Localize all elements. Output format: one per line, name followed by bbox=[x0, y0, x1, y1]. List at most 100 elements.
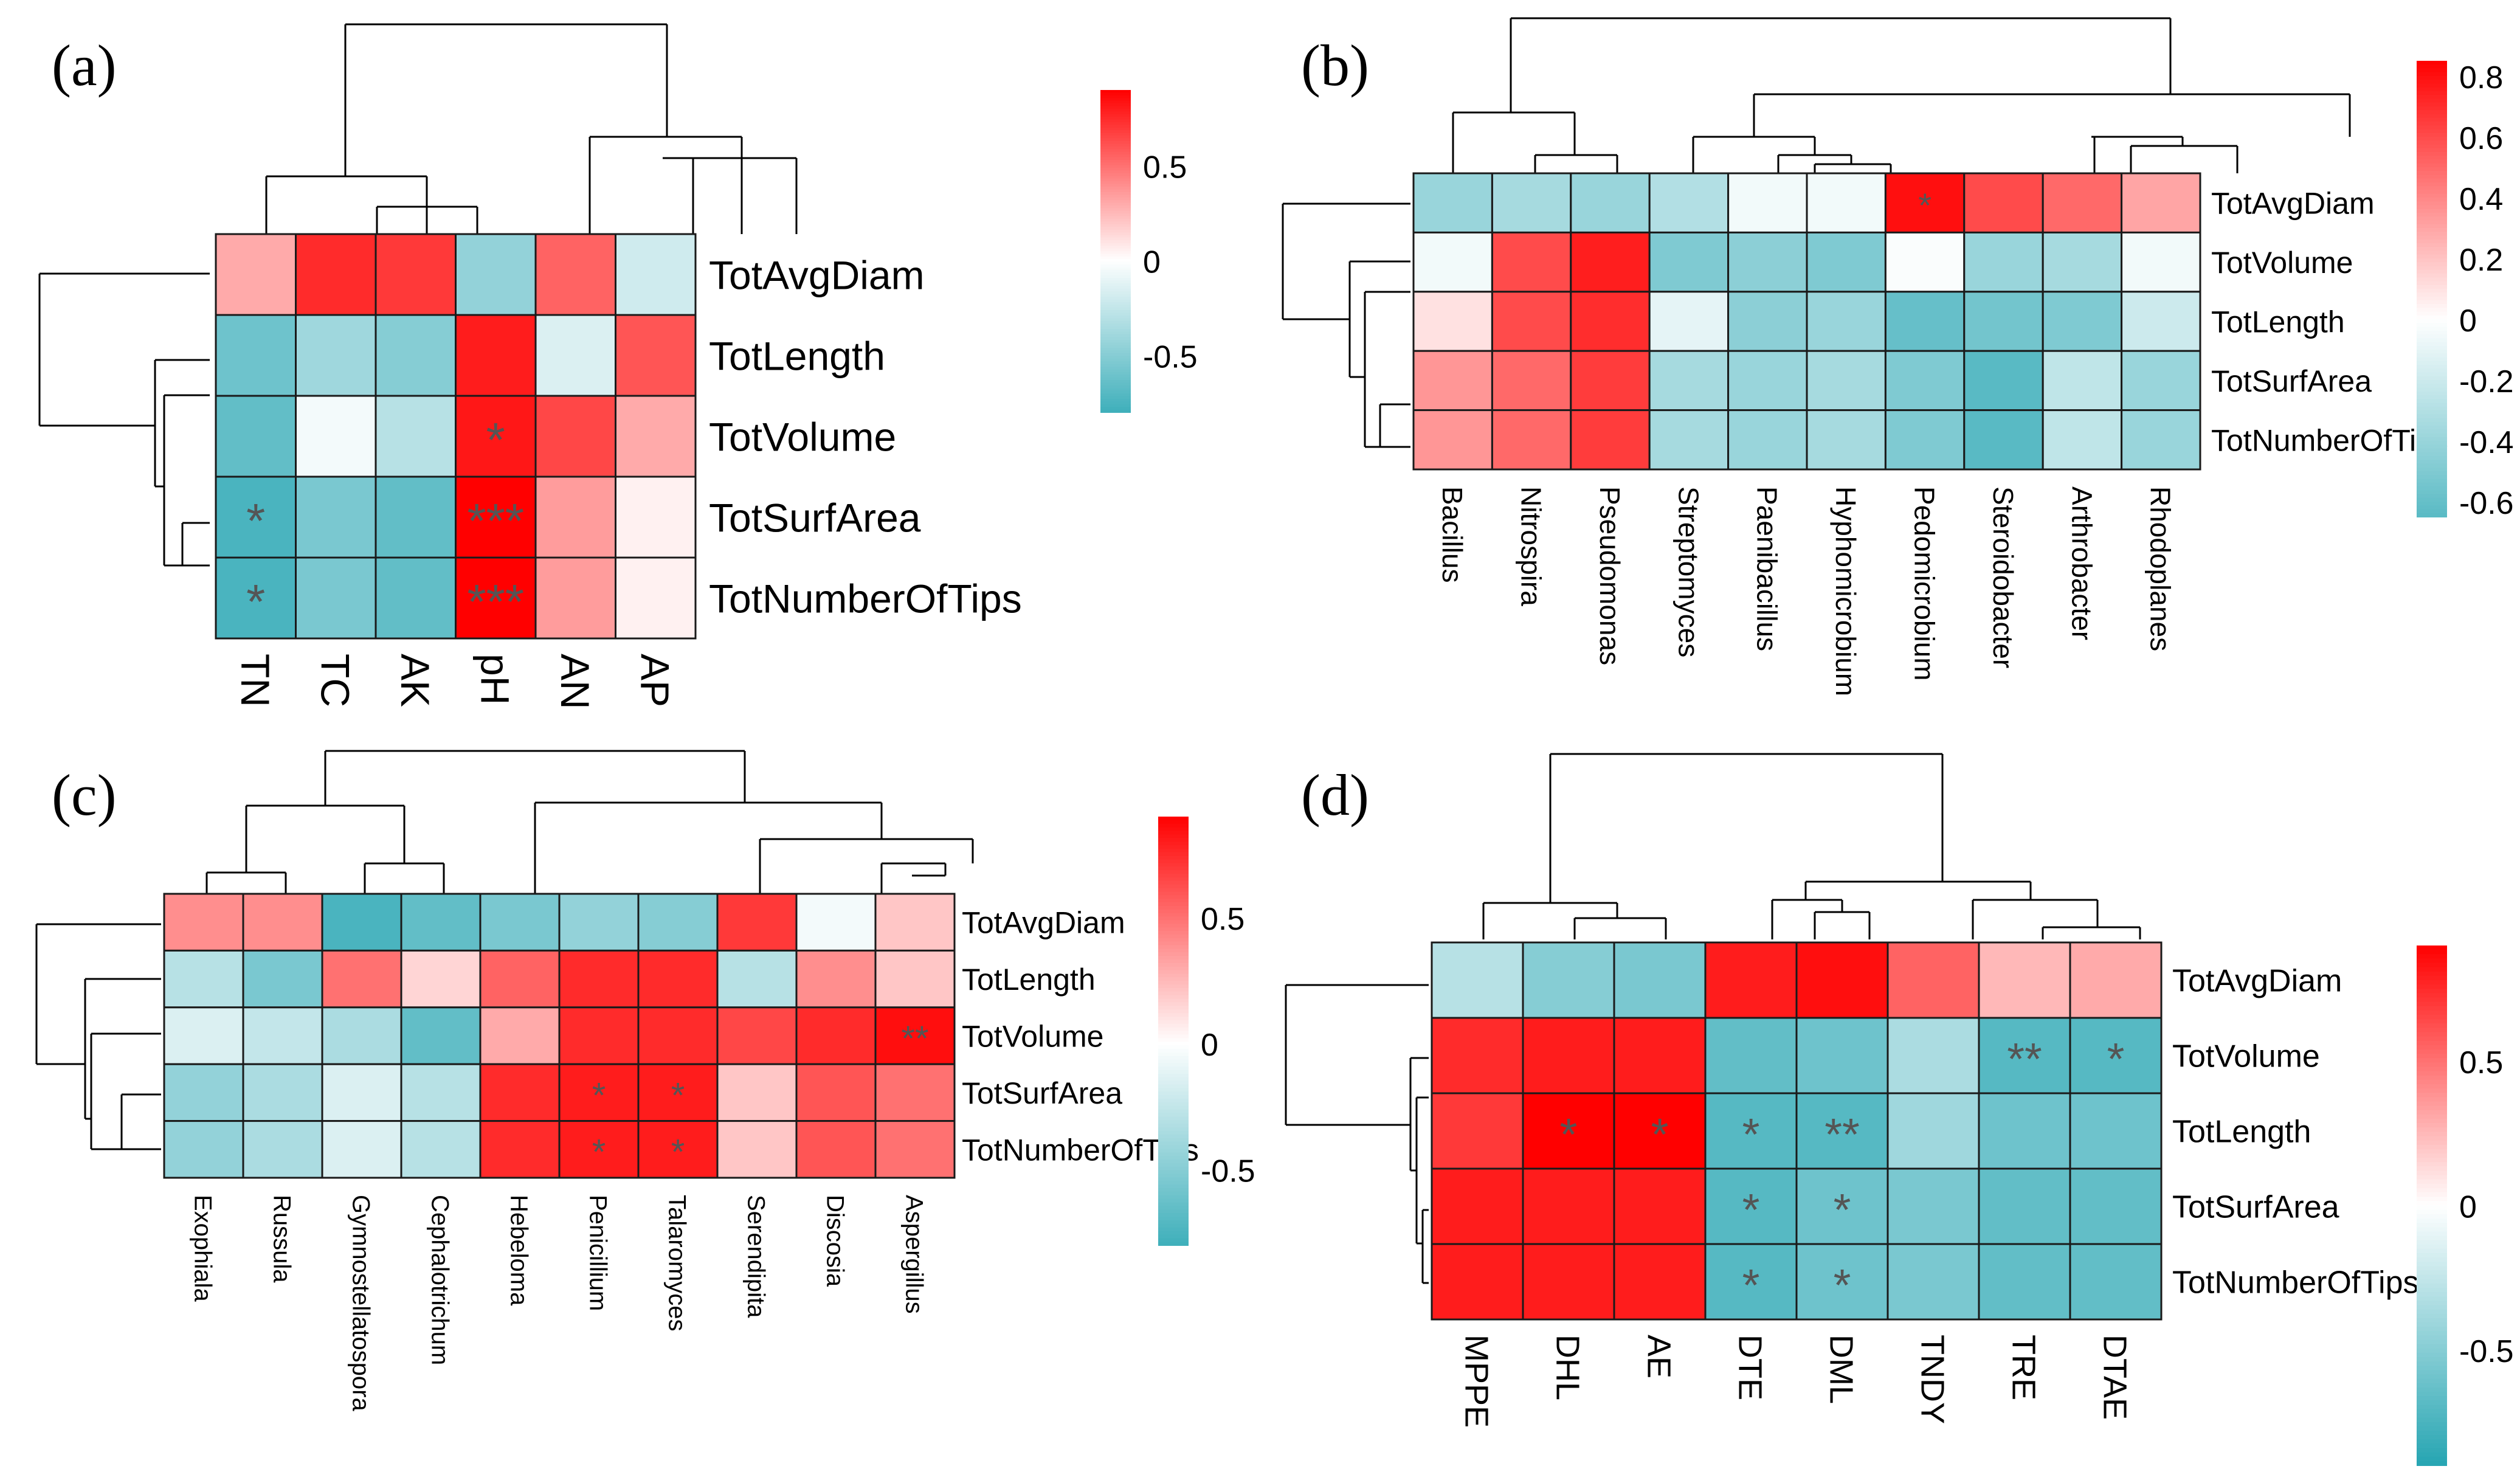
colorbar-segment bbox=[2417, 1452, 2447, 1457]
colorbar-segment bbox=[2417, 300, 2447, 305]
colorbar-segment bbox=[1100, 251, 1131, 255]
heatmap-cell-totvolume-ae bbox=[1613, 1017, 1707, 1094]
colorbar-segment bbox=[2417, 1205, 2447, 1211]
heatmap-cell-totsurfarea-exophiala bbox=[163, 1063, 244, 1122]
heatmap-cell-totlength-gymnostellatospora bbox=[321, 949, 402, 1009]
colorbar-segment bbox=[2417, 1236, 2447, 1241]
colorbar-tick-label: 0.5 bbox=[1201, 902, 1244, 937]
colorbar-segment bbox=[2417, 175, 2447, 179]
colorbar-segment bbox=[1158, 1234, 1189, 1239]
colorbar-segment bbox=[1158, 817, 1189, 821]
heatmap-cell-totavgdiam-gymnostellatospora bbox=[321, 893, 402, 952]
panel-d-heatmap: ** ** * * *** ** *TotAvgDiamTotVolumeTotLength… bbox=[1431, 941, 2419, 1428]
colorbar-segment bbox=[1100, 318, 1131, 322]
colorbar-segment bbox=[1100, 92, 1131, 96]
colorbar-segment bbox=[1100, 288, 1131, 292]
colorbar-segment bbox=[2417, 83, 2447, 88]
colorbar-segment bbox=[2417, 967, 2447, 972]
significance-marker: * bbox=[671, 1076, 685, 1115]
heatmap-cell-totsurfarea-hebeloma bbox=[479, 1063, 561, 1122]
heatmap-cell-totnumberoftips-ae bbox=[1613, 1243, 1707, 1321]
colorbar-segment bbox=[2417, 1456, 2447, 1462]
col-label-russula: Russula bbox=[269, 1195, 295, 1283]
colorbar-segment bbox=[1100, 331, 1131, 335]
heatmap-cell-totsurfarea-dtae bbox=[2069, 1167, 2163, 1245]
colorbar-segment bbox=[1158, 1052, 1189, 1057]
colorbar-segment bbox=[1100, 240, 1131, 244]
colorbar-tick-label: -0.6 bbox=[2459, 486, 2514, 521]
colorbar-segment bbox=[2417, 1443, 2447, 1449]
colorbar-segment bbox=[1158, 1045, 1189, 1049]
colorbar-segment bbox=[2417, 205, 2447, 210]
heatmap-cell-totnumberoftips-dtae bbox=[2069, 1243, 2163, 1321]
colorbar-segment bbox=[1158, 977, 1189, 982]
row-label-totavgdiam: TotAvgDiam bbox=[709, 252, 925, 297]
colorbar-segment bbox=[2417, 421, 2447, 426]
colorbar-segment bbox=[1100, 286, 1131, 289]
col-label-paenibacillus: Paenibacillus bbox=[1752, 486, 1783, 651]
heatmap-cell-totvolume-cephalotrichum bbox=[400, 1006, 482, 1065]
col-label-hyphomicrobium: Hyphomicrobium bbox=[1830, 486, 1862, 696]
colorbar-segment bbox=[2417, 129, 2447, 134]
colorbar-segment bbox=[2417, 296, 2447, 301]
heatmap-cell-totlength-ph bbox=[455, 314, 537, 397]
colorbar-segment bbox=[2417, 482, 2447, 487]
row-label-totavgdiam: TotAvgDiam bbox=[2172, 964, 2342, 999]
row-label-totsurfarea: TotSurfArea bbox=[2172, 1190, 2339, 1225]
colorbar-segment bbox=[2417, 269, 2447, 274]
heatmap-cell-totavgdiam-mppe bbox=[1431, 941, 1524, 1019]
heatmap-cell-totvolume-exophiala bbox=[163, 1006, 244, 1065]
colorbar-segment bbox=[2417, 353, 2447, 358]
colorbar-segment bbox=[2417, 1136, 2447, 1141]
colorbar-segment bbox=[1158, 920, 1189, 925]
colorbar-segment bbox=[1158, 845, 1189, 849]
colorbar-segment bbox=[1158, 991, 1189, 996]
heatmap-cell-totlength-dtae bbox=[2069, 1092, 2163, 1170]
colorbar-segment bbox=[1100, 224, 1131, 228]
colorbar-segment bbox=[1158, 916, 1189, 921]
heatmap-cell-totvolume-penicillium bbox=[558, 1006, 640, 1065]
colorbar-segment bbox=[2417, 334, 2447, 339]
colorbar-segment bbox=[2417, 99, 2447, 103]
colorbar-segment bbox=[1158, 1220, 1189, 1225]
colorbar-segment bbox=[1158, 1120, 1189, 1125]
heatmap-cell-totavgdiam-pseudomonas bbox=[1570, 172, 1651, 233]
colorbar-segment bbox=[1100, 184, 1131, 187]
colorbar-segment bbox=[2417, 220, 2447, 225]
heatmap-cell-totvolume-dhl bbox=[1522, 1017, 1615, 1094]
heatmap-cell-totvolume-steroidobacter bbox=[1963, 231, 2044, 293]
colorbar-segment bbox=[1158, 941, 1189, 946]
heatmap-cell-totsurfarea-streptomyces bbox=[1648, 350, 1730, 412]
colorbar-segment bbox=[1100, 119, 1131, 123]
col-label-serendipita: Serendipita bbox=[743, 1195, 770, 1318]
colorbar-segment bbox=[2417, 76, 2447, 81]
heatmap-cell-totsurfarea-aspergillus bbox=[874, 1063, 956, 1122]
colorbar-tick-label: 0 bbox=[2459, 303, 2477, 339]
heatmap-cell-totnumberoftips-mppe bbox=[1431, 1243, 1524, 1321]
colorbar-segment bbox=[2417, 239, 2447, 244]
colorbar-segment bbox=[2417, 426, 2447, 430]
colorbar-segment bbox=[1158, 1138, 1189, 1142]
panel-c: (c) *** ** *TotAvgDiamTotLengthTotVolumeTo… bbox=[35, 750, 1255, 1411]
significance-marker: * bbox=[1742, 1109, 1760, 1160]
heatmap-cell-totnumberoftips-dhl bbox=[1522, 1243, 1615, 1321]
colorbar-segment bbox=[1158, 913, 1189, 918]
col-label-mppe: MPPE bbox=[1458, 1335, 1495, 1428]
colorbar-segment bbox=[1100, 345, 1131, 348]
colorbar-segment bbox=[2417, 1400, 2447, 1406]
heatmap-cell-totavgdiam-russula bbox=[242, 893, 323, 952]
colorbar-segment bbox=[2417, 1340, 2447, 1345]
colorbar-segment bbox=[1158, 963, 1189, 967]
colorbar-segment bbox=[1100, 259, 1131, 263]
colorbar-segment bbox=[1100, 261, 1131, 266]
heatmap-cell-totvolume-bacillus bbox=[1412, 231, 1493, 293]
heatmap-cell-totavgdiam-hyphomicrobium bbox=[1806, 172, 1887, 233]
heatmap-cell-totnumberoftips-hebeloma bbox=[479, 1120, 561, 1179]
colorbar-segment bbox=[1100, 272, 1131, 276]
colorbar-tick-label: 0.5 bbox=[2459, 1045, 2503, 1080]
colorbar-segment bbox=[2417, 1448, 2447, 1453]
colorbar-segment bbox=[1100, 173, 1131, 177]
colorbar-segment bbox=[2417, 376, 2447, 381]
colorbar-segment bbox=[1158, 870, 1189, 874]
colorbar-segment bbox=[1100, 133, 1131, 137]
